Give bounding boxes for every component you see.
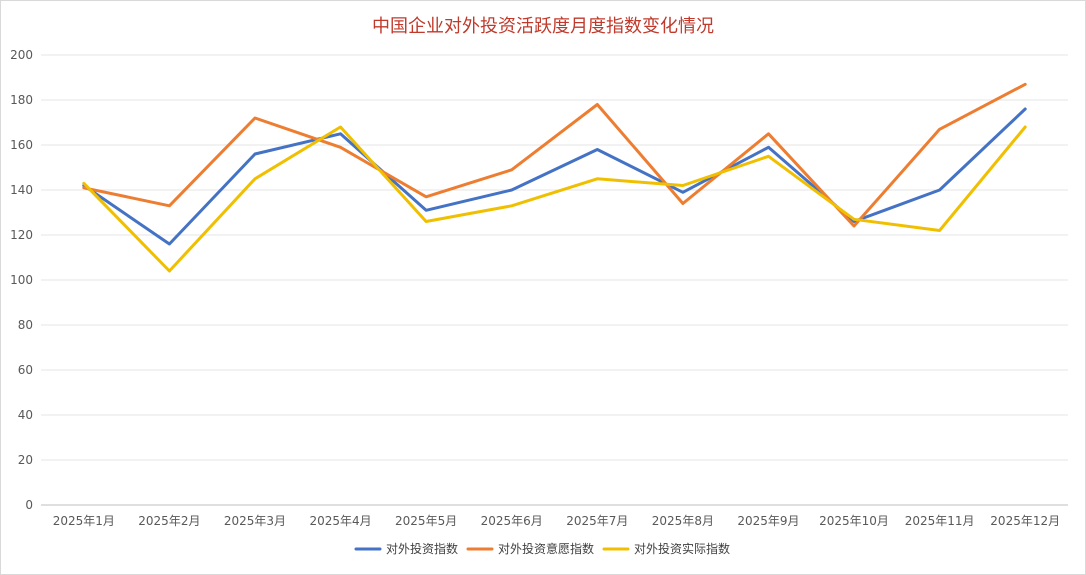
x-tick-label: 2025年11月 [905, 514, 975, 528]
legend: 对外投资指数 对外投资意愿指数 对外投资实际指数 [354, 541, 730, 556]
series-line-2 [82, 82, 1027, 228]
series-line-1 [82, 107, 1027, 246]
x-tick-label: 2025年8月 [652, 514, 714, 528]
series-lines [82, 82, 1027, 273]
y-tick-label: 0 [25, 498, 33, 512]
x-axis-ticks: 2025年1月 2025年2月 2025年3月 2025年4月 2025年5月 2025年… [53, 514, 1060, 528]
x-tick-label: 2025年5月 [395, 514, 457, 528]
x-tick-label: 2025年3月 [224, 514, 286, 528]
y-tick-label: 120 [10, 228, 33, 242]
y-tick-label: 60 [18, 363, 33, 377]
gridlines [41, 54, 1068, 506]
y-tick-label: 140 [10, 183, 33, 197]
y-tick-label: 180 [10, 93, 33, 107]
series-line-3 [82, 125, 1027, 273]
y-tick-label: 200 [10, 48, 33, 62]
x-tick-label: 2025年1月 [53, 514, 115, 528]
x-tick-label: 2025年10月 [819, 514, 889, 528]
y-tick-label: 80 [18, 318, 33, 332]
x-tick-label: 2025年2月 [138, 514, 200, 528]
x-tick-label: 2025年9月 [737, 514, 799, 528]
y-tick-label: 40 [18, 408, 33, 422]
legend-label: 对外投资指数 [386, 541, 458, 556]
x-tick-label: 2025年6月 [481, 514, 543, 528]
chart-title: 中国企业对外投资活跃度月度指数变化情况 [372, 16, 714, 37]
y-tick-label: 100 [10, 273, 33, 287]
x-tick-label: 2025年4月 [309, 514, 371, 528]
legend-label: 对外投资实际指数 [634, 541, 730, 556]
x-tick-label: 2025年12月 [990, 514, 1060, 528]
x-tick-label: 2025年7月 [566, 514, 628, 528]
y-axis-ticks: 0 20 40 60 80 100 120 140 160 180 200 [10, 48, 33, 512]
y-tick-label: 20 [18, 453, 33, 467]
y-tick-label: 160 [10, 138, 33, 152]
legend-label: 对外投资意愿指数 [498, 541, 594, 556]
